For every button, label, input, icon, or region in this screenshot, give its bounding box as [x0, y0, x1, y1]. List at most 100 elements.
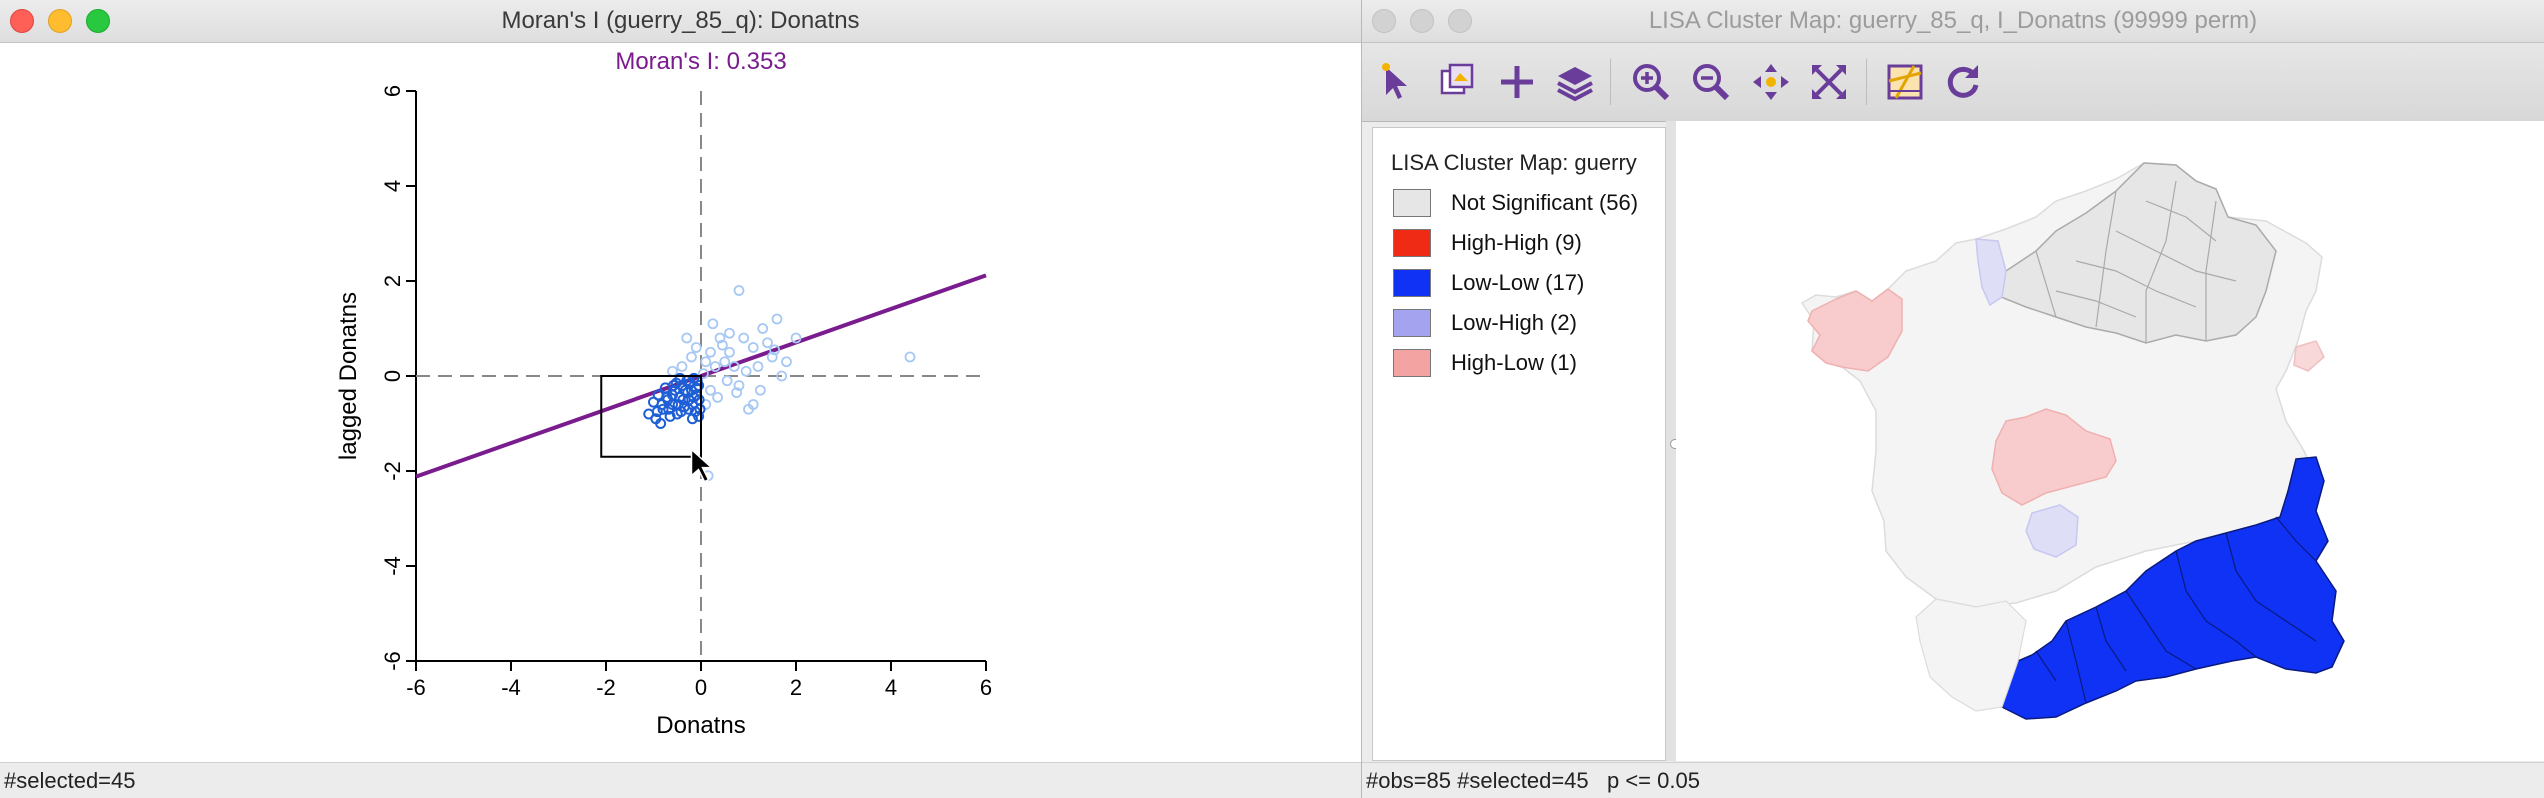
x-tick-label: 6 — [980, 675, 992, 700]
scatter-point — [740, 365, 752, 377]
basemap-icon[interactable] — [1884, 61, 1926, 103]
department-borders — [2035, 180, 2237, 343]
scatter-point-selected — [688, 391, 700, 403]
copy-image-icon[interactable] — [1436, 61, 1478, 103]
scatter-point — [724, 346, 735, 358]
x-tick-label: -2 — [596, 675, 616, 700]
scatter-point — [681, 332, 693, 344]
points[interactable] — [643, 285, 916, 482]
pan-icon[interactable] — [1750, 61, 1792, 103]
x-tick-label: 2 — [790, 675, 802, 700]
legend-panel[interactable]: LISA Cluster Map: guerry Not Significant… — [1372, 127, 1666, 761]
scatter-point — [697, 368, 709, 380]
legend-swatch — [1393, 189, 1431, 217]
scatter-point — [747, 342, 759, 353]
legend-label: High-Low (1) — [1451, 350, 1577, 375]
scatter-point — [728, 361, 740, 372]
axes: -6 -4 -2 0 2 4 6 -6 -4 -2 0 2 4 6 — [380, 85, 992, 700]
scatter-point — [721, 375, 733, 387]
region-high-low-brittany[interactable] — [1807, 288, 1903, 372]
x-axis-label: Donatns — [656, 712, 745, 739]
scatter-point-selected — [693, 410, 705, 422]
window-title: LISA Cluster Map: guerry_85_q, I_Donatns… — [1648, 7, 2258, 34]
y-axis-label: lagged Donatns — [335, 292, 362, 460]
scatter-point — [766, 351, 778, 363]
minimize-button[interactable] — [1410, 9, 1434, 33]
region-low-high-centre[interactable] — [2025, 504, 2079, 558]
scatter-point — [690, 342, 702, 353]
full-extent-icon[interactable] — [1808, 61, 1850, 103]
x-tick-label: -6 — [406, 675, 426, 700]
map-panel[interactable] — [1676, 121, 2544, 761]
y-tick-label: 0 — [380, 370, 405, 382]
scatter-point — [719, 356, 731, 368]
x-tick-label: -4 — [501, 675, 521, 700]
legend-swatch — [1393, 229, 1431, 257]
minimize-button[interactable] — [48, 9, 72, 33]
scatter-point — [709, 361, 721, 372]
scatter-point — [712, 391, 724, 403]
y-tick-label: 6 — [380, 85, 405, 97]
region-high-low-east[interactable] — [2293, 340, 2325, 372]
scatter-point — [771, 313, 783, 325]
scatter-point — [769, 344, 781, 356]
status-bar: #selected=45 — [0, 762, 1361, 798]
y-tick-label: -2 — [380, 461, 405, 481]
scatter-point — [776, 370, 788, 382]
chart-title: Moran's I: 0.353 — [615, 48, 786, 75]
layers-icon[interactable] — [1554, 61, 1596, 103]
zoom-button[interactable] — [86, 9, 110, 33]
lisa-window: LISA Cluster Map: guerry_85_q, I_Donatns… — [1362, 0, 2544, 798]
y-tick-label: -4 — [380, 556, 405, 576]
close-button[interactable] — [10, 9, 34, 33]
mouse-pointer-icon — [690, 447, 714, 483]
region-not-significant-south[interactable] — [1915, 598, 2027, 712]
legend-swatch — [1393, 309, 1431, 337]
legend-label: Low-High (2) — [1451, 310, 1577, 335]
moran-scatter-plot[interactable]: Moran's I: 0.353 -6 -4 -2 0 2 4 6 -6 -4 -2 0 2 4 6 Do… — [0, 43, 1362, 759]
scatter-point — [752, 361, 764, 372]
scatter-point — [738, 332, 750, 344]
y-tick-label: -6 — [380, 651, 405, 671]
window-title: Moran's I (guerry_85_q): Donatns — [501, 7, 860, 34]
scatter-point — [731, 387, 743, 399]
scatter-point — [716, 339, 728, 351]
legend-title: LISA Cluster Map: guerry — [1391, 150, 1637, 175]
selection-rectangle[interactable] — [600, 375, 702, 458]
scatter-point — [714, 332, 726, 344]
legend-swatch — [1393, 349, 1431, 377]
y-tick-label: 4 — [380, 180, 405, 192]
lisa-titlebar: LISA Cluster Map: guerry_85_q, I_Donatns… — [1362, 0, 2544, 43]
scatter-point — [667, 365, 678, 377]
scatter-point-selected — [651, 406, 663, 418]
region-low-high[interactable] — [1975, 238, 2007, 307]
close-button[interactable] — [1372, 9, 1396, 33]
scatter-point — [781, 356, 792, 368]
legend-label: Low-Low (17) — [1451, 270, 1585, 295]
add-layer-icon[interactable] — [1496, 61, 1538, 103]
scatter-point — [707, 318, 719, 330]
france-map[interactable] — [1676, 121, 2544, 761]
scatter-point-selected — [664, 410, 676, 422]
scatter-point — [733, 285, 745, 296]
x-tick-label: 0 — [695, 675, 707, 700]
scatter-point — [724, 327, 735, 339]
scatter-point-selected — [674, 372, 686, 384]
status-bar: #obs=85 #selected=45 p <= 0.05 — [1362, 762, 2544, 798]
refresh-icon[interactable] — [1942, 61, 1984, 103]
x-tick-label: 4 — [885, 675, 897, 700]
legend-label: High-High (9) — [1451, 230, 1582, 255]
scatter-point — [686, 351, 697, 363]
toolbar-separator — [1866, 59, 1867, 105]
zoom-button[interactable] — [1448, 9, 1472, 33]
select-icon[interactable] — [1376, 61, 1418, 103]
region-high-high[interactable] — [1991, 408, 2117, 506]
scatter-point — [747, 399, 759, 410]
scatter-point-selected — [657, 403, 669, 415]
y-tick-label: 2 — [380, 275, 405, 287]
zoom-out-icon[interactable] — [1690, 61, 1732, 103]
scatter-point — [700, 356, 712, 368]
scatter-point-selected — [655, 418, 667, 429]
zoom-in-icon[interactable] — [1630, 61, 1672, 103]
scatter-point — [762, 337, 773, 349]
